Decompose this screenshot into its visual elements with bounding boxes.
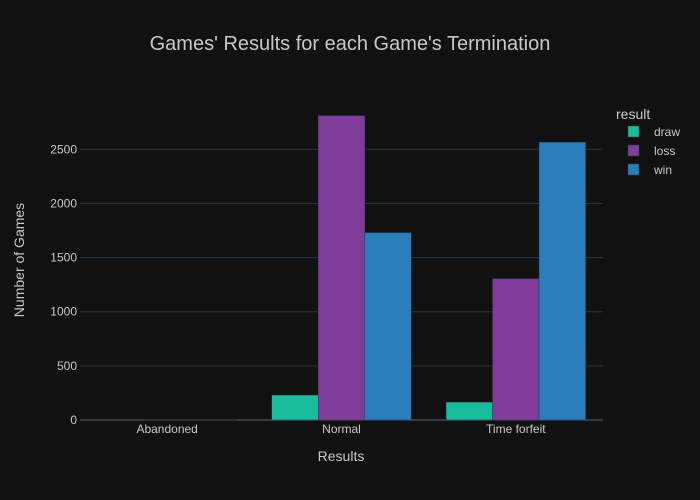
legend-swatch-win[interactable]	[627, 163, 640, 176]
legend-title: result	[616, 106, 650, 122]
legend-label-draw[interactable]: draw	[654, 125, 680, 139]
y-tick-label: 0	[70, 413, 77, 427]
y-tick-label: 500	[57, 359, 77, 373]
bar-draw-time-forfeit[interactable]	[445, 401, 493, 421]
x-tick-label: Normal	[322, 422, 361, 436]
x-axis-title: Results	[318, 448, 365, 464]
y-axis-ticks: 0 500 1000 1500 2000 2500	[50, 142, 77, 427]
legend-label-win[interactable]: win	[653, 163, 672, 177]
legend-swatch-loss[interactable]	[627, 144, 640, 157]
bar-draw-normal[interactable]	[271, 394, 319, 421]
y-tick-label: 2000	[50, 196, 77, 210]
bar-win-normal[interactable]	[364, 232, 412, 421]
bar-loss-time-forfeit[interactable]	[492, 278, 540, 421]
bar-loss-normal[interactable]	[318, 115, 365, 421]
bars	[143, 115, 586, 421]
y-tick-label: 1500	[50, 251, 77, 265]
legend-label-loss[interactable]: loss	[654, 144, 675, 158]
y-axis-title: Number of Games	[11, 203, 27, 317]
x-tick-label: Time forfeit	[486, 422, 546, 436]
legend[interactable]: result draw loss win	[616, 106, 680, 177]
y-tick-label: 2500	[50, 142, 77, 156]
legend-swatch-draw[interactable]	[627, 125, 640, 138]
y-tick-label: 1000	[50, 305, 77, 319]
x-tick-label: Abandoned	[136, 422, 197, 436]
bar-win-time-forfeit[interactable]	[538, 141, 586, 421]
chart-title: Games' Results for each Game's Terminati…	[150, 33, 551, 55]
x-axis-ticks: Abandoned Normal Time forfeit	[136, 422, 546, 436]
